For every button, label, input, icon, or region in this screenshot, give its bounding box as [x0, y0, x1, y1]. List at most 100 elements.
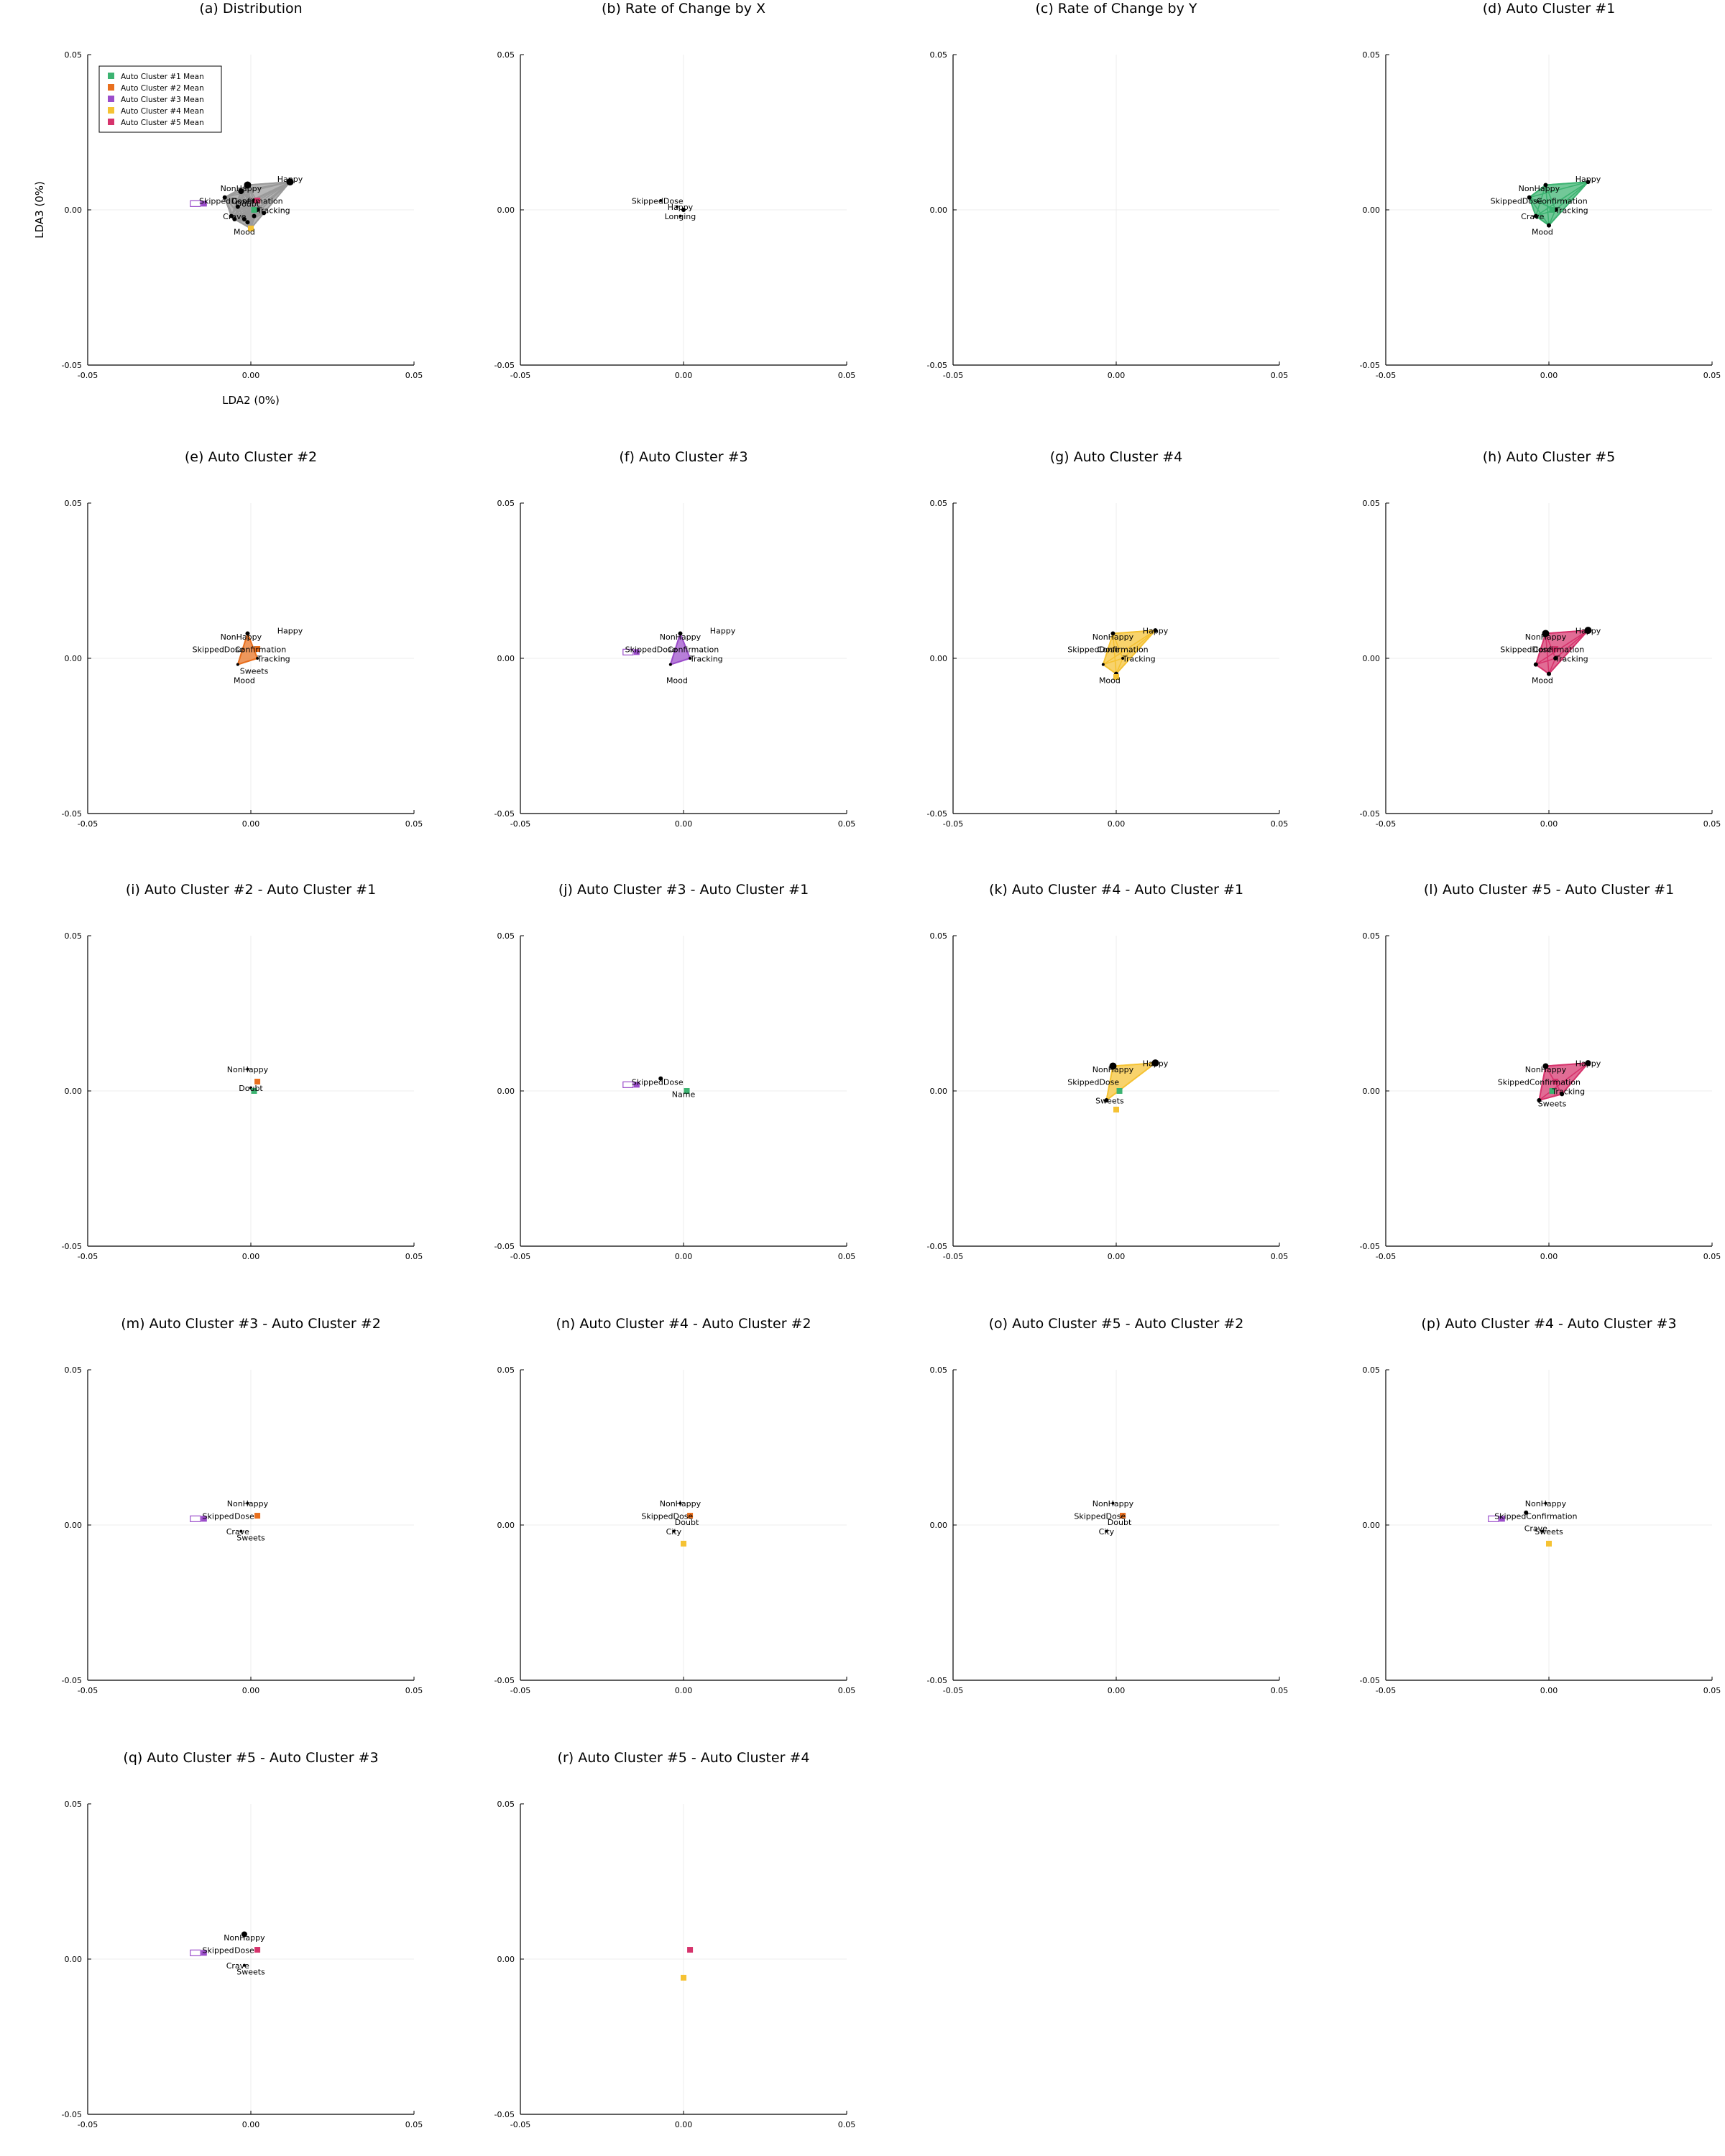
- cluster-mean-marker: [681, 1540, 686, 1547]
- data-point: [262, 211, 267, 216]
- point-label: Doubt: [239, 1084, 263, 1093]
- data-point: [245, 631, 250, 636]
- point-label: SkippedConfirmation: [1494, 1511, 1577, 1521]
- y-tick-label: 0.00: [65, 654, 83, 663]
- point-label: Mood: [234, 228, 255, 237]
- x-tick-label: -0.05: [943, 1686, 963, 1695]
- point-label: NonHappy: [224, 1933, 265, 1943]
- x-tick-label: -0.05: [78, 819, 98, 829]
- x-tick-label: 0.05: [1271, 1252, 1289, 1261]
- panel-14: (n) Auto Cluster #4 - Auto Cluster #2 -0.…: [494, 1316, 856, 1695]
- point-label: City: [666, 1527, 682, 1537]
- y-tick-label: 0.05: [497, 1800, 515, 1809]
- data-point: [1110, 631, 1116, 636]
- x-tick-label: 0.00: [675, 371, 693, 380]
- cluster-mean-open: [622, 1081, 634, 1088]
- data-point: [286, 178, 294, 186]
- point-label: Sweets: [236, 1534, 265, 1543]
- x-tick-label: 0.00: [1108, 371, 1126, 380]
- x-tick-label: 0.05: [405, 1686, 423, 1695]
- data-point: [1584, 627, 1592, 635]
- x-tick-label: -0.05: [510, 371, 530, 380]
- point-label: Mood: [1532, 676, 1553, 686]
- x-tick-label: 0.00: [1540, 1252, 1558, 1261]
- point-label: Skipped: [203, 1945, 234, 1955]
- point-label: Skipped: [199, 196, 231, 206]
- hull-edge: [1548, 658, 1556, 674]
- hull-edge: [1116, 658, 1123, 674]
- cluster-mean-marker: [201, 201, 207, 207]
- x-tick-label: -0.05: [1376, 1252, 1396, 1261]
- x-tick-label: 0.00: [675, 1252, 693, 1261]
- y-tick-label: 0.05: [1363, 50, 1381, 60]
- x-tick-label: -0.05: [943, 371, 963, 380]
- y-tick-label: -0.05: [927, 1242, 947, 1251]
- y-tick-label: 0.00: [65, 206, 83, 215]
- y-tick-label: 0.00: [1363, 1521, 1381, 1530]
- point-label: Mood: [1099, 676, 1121, 686]
- hull-edge: [1545, 630, 1588, 635]
- panel-16: (p) Auto Cluster #4 - Auto Cluster #3 -0.…: [1360, 1316, 1721, 1695]
- x-tick-label: 0.00: [1108, 1686, 1126, 1695]
- data-point: [241, 1931, 247, 1938]
- legend-swatch: [108, 107, 114, 114]
- cluster-mean-open: [622, 648, 634, 655]
- hull-edge: [1545, 185, 1550, 226]
- cluster-mean-marker: [248, 225, 254, 231]
- data-point: [1543, 183, 1548, 188]
- data-point: [1527, 195, 1532, 200]
- point-label: Tracking: [1551, 1087, 1585, 1096]
- data-point: [1533, 662, 1538, 667]
- data-point: [681, 208, 686, 212]
- hull-edge: [247, 212, 264, 223]
- panel-title: (g) Auto Cluster #4: [1050, 449, 1183, 465]
- data-point: [222, 195, 227, 200]
- hull-edge: [1545, 633, 1550, 674]
- hull-edge: [1103, 633, 1114, 665]
- panel-title: (r) Auto Cluster #5 - Auto Cluster #4: [558, 1750, 810, 1766]
- point-label: Sweets: [1095, 1096, 1124, 1105]
- hull-edge: [1529, 181, 1588, 198]
- point-label: Sweets: [240, 667, 269, 676]
- y-tick-label: 0.00: [930, 654, 948, 663]
- y-tick-label: 0.00: [930, 1521, 948, 1530]
- hull-edge: [224, 196, 254, 201]
- y-tick-label: 0.00: [497, 1087, 515, 1096]
- panel-6: (f) Auto Cluster #3 -0.05-0.05 0.00 0.00 0.0…: [494, 449, 856, 829]
- legend-swatch: [108, 96, 114, 102]
- panel-title: (e) Auto Cluster #2: [185, 449, 317, 465]
- data-point: [1151, 1059, 1159, 1067]
- data-point: [236, 663, 239, 666]
- hull-edge: [224, 190, 242, 198]
- y-tick-label: -0.05: [1360, 361, 1380, 370]
- y-tick-label: 0.00: [1363, 206, 1381, 215]
- data-point: [1104, 1097, 1109, 1102]
- x-tick-label: -0.05: [510, 1252, 530, 1261]
- point-label: NonHappy: [660, 632, 702, 642]
- data-point: [1542, 1063, 1549, 1069]
- hull-edge: [1113, 630, 1156, 635]
- panel-7: (g) Auto Cluster #4 -0.05-0.05 0.00 0.00 0.0…: [927, 449, 1289, 829]
- x-tick-label: 0.05: [405, 1252, 423, 1261]
- data-point: [232, 216, 237, 221]
- hull-edge: [234, 218, 248, 224]
- x-tick-label: 0.00: [242, 1686, 260, 1695]
- point-label: Crave: [226, 1527, 249, 1537]
- hull-edge: [231, 190, 242, 216]
- data-point: [678, 1501, 682, 1505]
- x-tick-label: 0.05: [1703, 1252, 1721, 1261]
- panel-title: (c) Rate of Change by Y: [1035, 1, 1197, 17]
- hull-edge: [1103, 630, 1156, 665]
- x-tick-label: -0.05: [943, 1252, 963, 1261]
- point-label: NonHappy: [1525, 1065, 1567, 1074]
- point-label: Crave: [1521, 212, 1544, 221]
- hull-edge: [1539, 1093, 1563, 1101]
- y-tick-label: 0.00: [497, 1521, 515, 1530]
- data-point: [246, 1067, 249, 1071]
- cluster-mean-open: [190, 1949, 201, 1956]
- hull-edge: [1535, 185, 1547, 216]
- y-tick-label: 0.05: [65, 1365, 83, 1375]
- y-tick-label: 0.00: [497, 206, 515, 215]
- point-label: Happy: [668, 203, 694, 212]
- cluster-mean-marker: [687, 1513, 694, 1519]
